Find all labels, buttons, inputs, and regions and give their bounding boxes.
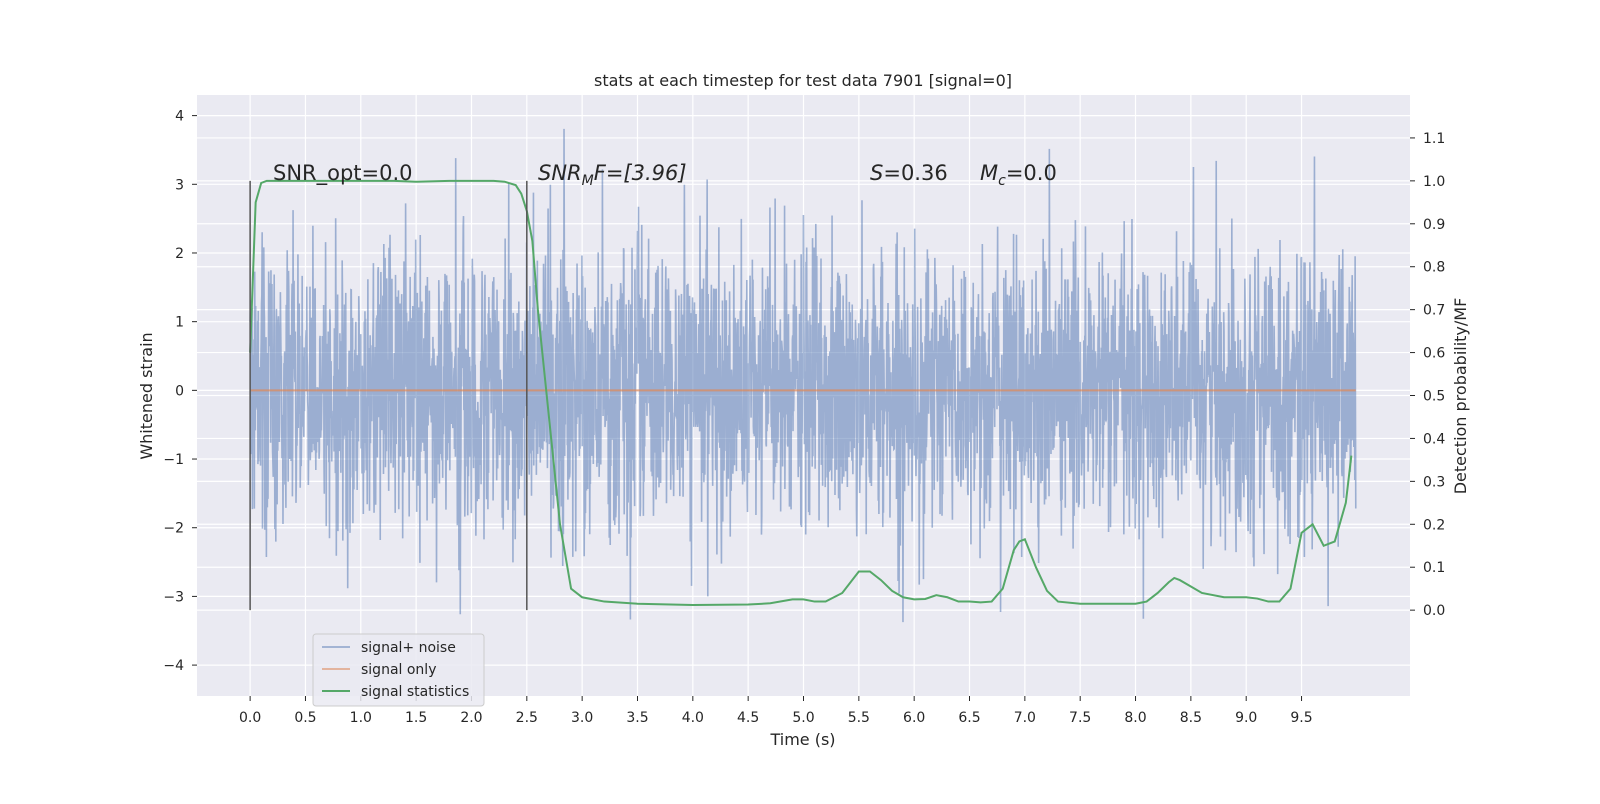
x-tick-label: 7.0 (1014, 710, 1036, 726)
y-tick-label: −4 (163, 658, 184, 674)
y2-tick-label: 0.9 (1423, 217, 1445, 233)
y-tick-label: 3 (175, 177, 184, 193)
x-tick-label: 8.0 (1124, 710, 1146, 726)
x-tick-label: 1.0 (350, 710, 372, 726)
y2-tick-label: 1.0 (1423, 174, 1445, 190)
y-axis-left-label: Whitened strain (137, 332, 156, 459)
annotation-snr-mf: SNRMF=[3.96] (538, 161, 687, 189)
x-tick-label: 7.5 (1069, 710, 1091, 726)
y2-tick-label: 1.1 (1423, 131, 1445, 147)
y2-tick-label: 0.5 (1423, 389, 1445, 405)
y2-tick-label: 0.2 (1423, 517, 1445, 533)
x-tick-label: 1.5 (405, 710, 427, 726)
y-axis-right-label: Detection probability/MF (1451, 298, 1470, 495)
y-tick-label: −1 (163, 452, 184, 468)
y-tick-label: 1 (175, 315, 184, 331)
x-tick-label: 8.5 (1180, 710, 1202, 726)
chart-title: stats at each timestep for test data 790… (594, 71, 1012, 90)
legend-label-signal-statistics: signal statistics (361, 684, 469, 700)
y-tick-label: −3 (163, 589, 184, 605)
annotation-s: S=0.36 (870, 161, 948, 185)
x-axis-label: Time (s) (769, 730, 835, 749)
x-tick-label: 5.5 (848, 710, 870, 726)
x-tick-label: 4.0 (682, 710, 704, 726)
y2-tick-label: 0.8 (1423, 260, 1445, 276)
y2-tick-label: 0.6 (1423, 346, 1445, 362)
legend-box (312, 633, 485, 707)
vertical-markers (249, 180, 528, 611)
x-tick-label: 6.5 (958, 710, 980, 726)
legend: signal+ noise signal only signal statist… (312, 633, 485, 707)
y2-tick-label: 0.7 (1423, 303, 1445, 319)
y-tick-label: 4 (175, 109, 184, 125)
x-axis-ticks: 0.0 0.5 1.0 1.5 2.0 2.5 3.0 3.5 4.0 4.5 5.0 5.5 6.0 6… (239, 696, 1313, 726)
x-tick-label: 3.0 (571, 710, 593, 726)
legend-label-signal-noise: signal+ noise (361, 640, 456, 656)
x-tick-label: 2.5 (516, 710, 538, 726)
x-tick-label: 0.0 (239, 710, 261, 726)
x-tick-label: 9.0 (1235, 710, 1257, 726)
x-tick-label: 6.0 (903, 710, 925, 726)
annotation-snr-opt: SNR_opt=0.0 (273, 161, 413, 186)
y-tick-label: −2 (163, 521, 184, 537)
y-axis-right-ticks: 1.1 1.0 0.9 0.8 0.7 0.6 0.5 0.4 0.3 0.2 0.1 0.0 (1410, 131, 1445, 619)
y-axis-left-ticks: 4 3 2 1 0 −1 −2 −3 −4 (163, 109, 197, 674)
annotation-mc: Mc=0.0 (980, 161, 1057, 189)
y2-tick-label: 0.0 (1423, 603, 1445, 619)
y2-tick-label: 0.1 (1423, 560, 1445, 576)
y-tick-label: 2 (175, 246, 184, 262)
x-tick-label: 0.5 (294, 710, 316, 726)
y-tick-label: 0 (175, 383, 184, 399)
legend-label-signal-only: signal only (361, 662, 436, 678)
x-tick-label: 2.0 (460, 710, 482, 726)
y2-tick-label: 0.3 (1423, 474, 1445, 490)
series-signal-noise-line (249, 128, 1357, 623)
x-tick-label: 5.0 (792, 710, 814, 726)
series-signal-statistics-line (249, 179, 1353, 606)
y2-tick-label: 0.4 (1423, 431, 1445, 447)
x-tick-label: 3.5 (626, 710, 648, 726)
x-tick-label: 9.5 (1290, 710, 1312, 726)
x-tick-label: 4.5 (737, 710, 759, 726)
